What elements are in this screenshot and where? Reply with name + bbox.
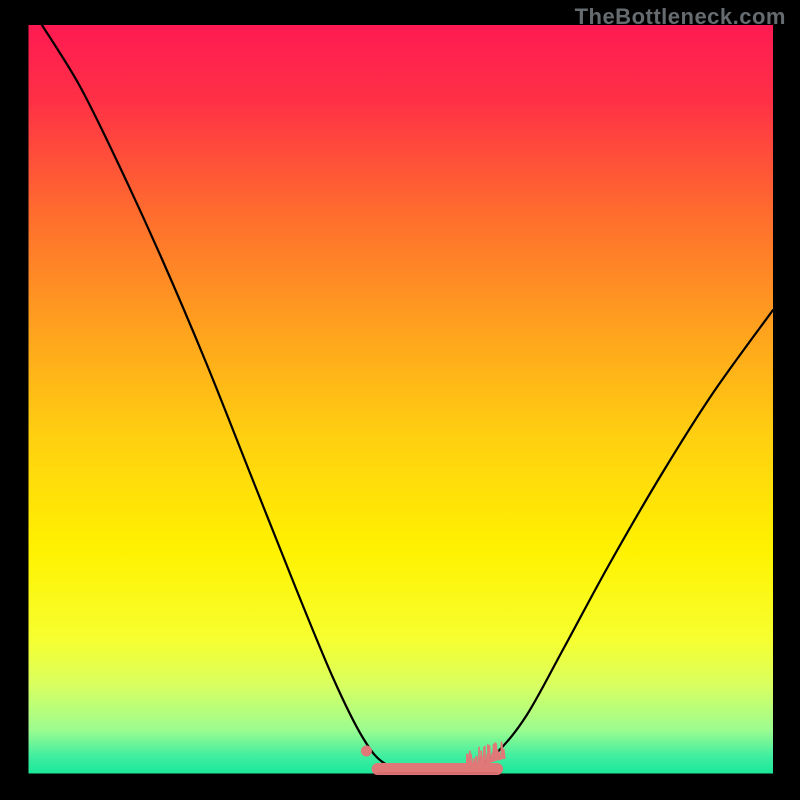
watermark-text: TheBottleneck.com — [575, 4, 786, 30]
chart-stage: TheBottleneck.com — [0, 0, 800, 800]
plot-area — [27, 25, 773, 775]
plot-background-gradient — [27, 25, 773, 775]
